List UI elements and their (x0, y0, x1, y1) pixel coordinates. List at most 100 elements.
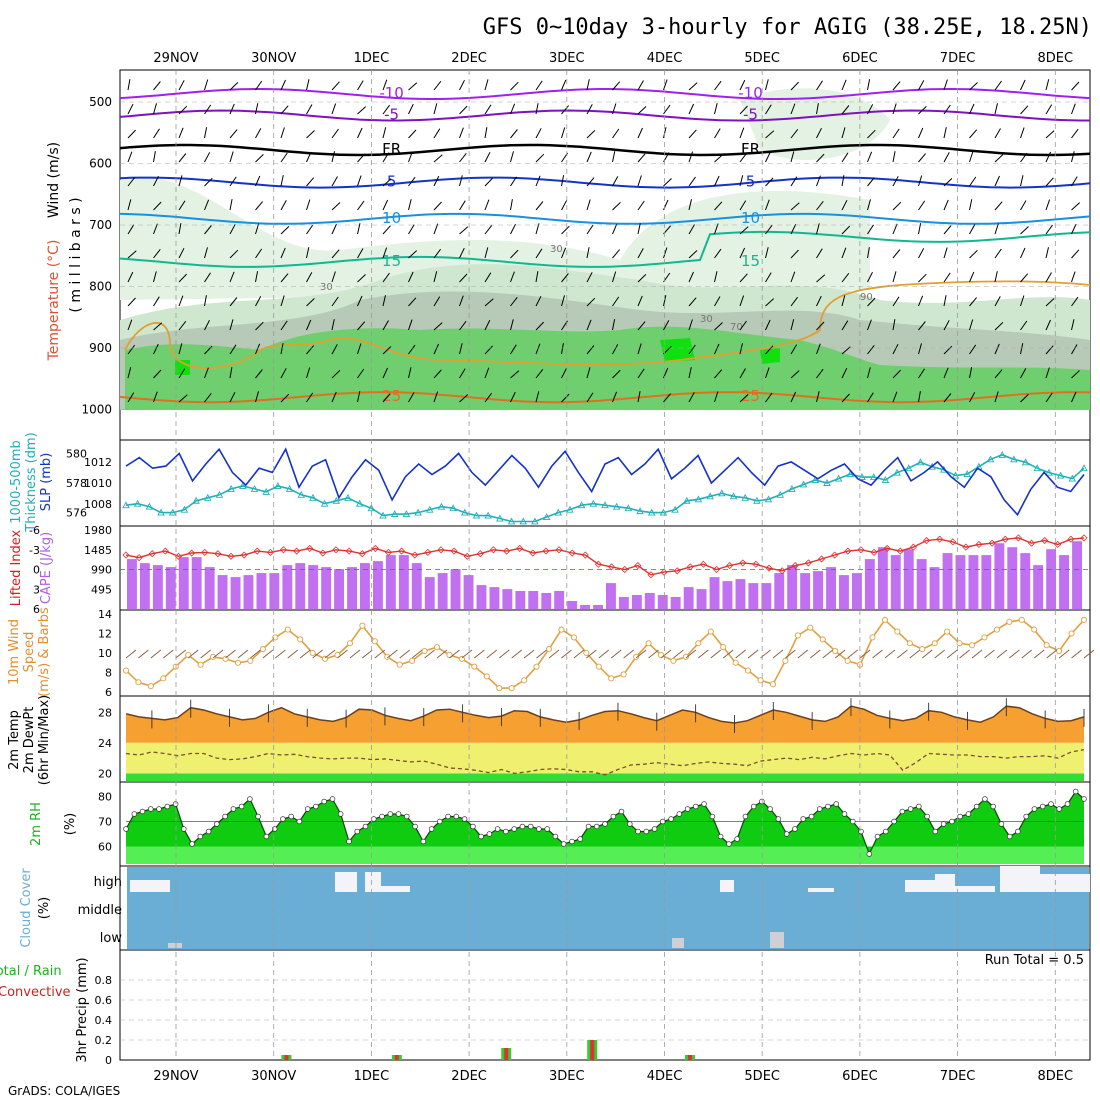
temperature-axis-label-text: Temperature (°C) (46, 240, 62, 362)
wind-barb (765, 247, 769, 259)
wind-barb (663, 393, 671, 403)
wind-tick-label: 6 (105, 686, 112, 699)
rh2m-unit-label-text: (%) (63, 813, 78, 836)
rh-point (437, 818, 443, 825)
cloud-block (365, 872, 381, 892)
wind-barb (484, 79, 489, 91)
wind-speed-point (533, 663, 540, 670)
thickness-point (355, 499, 364, 507)
cloud-unit-label-text: (%) (37, 897, 52, 920)
cape-bar (139, 563, 150, 609)
bottom-date-label: 5DEC (744, 1069, 780, 1084)
wind-barb (204, 79, 209, 91)
cloud-block (955, 886, 995, 892)
thickness-point (484, 511, 492, 519)
wind-speed-point (682, 653, 689, 660)
wind-barb (816, 103, 819, 115)
thickness-tick-label: 576 (66, 507, 87, 520)
precip-tick-label: 0.2 (95, 1034, 113, 1047)
wind-barb (204, 319, 210, 331)
wind-barb (484, 104, 492, 115)
wind-barb (127, 367, 132, 379)
wind-barb (178, 320, 187, 331)
wind-barb (892, 271, 897, 283)
wind-barb (969, 319, 974, 331)
rh-point (181, 826, 187, 832)
wind-barb (994, 248, 1002, 259)
top-date-axis: 29NOV 30NOV 1DEC 2DEC 3DEC 4DEC 5DEC 6DEC 7DEC 8D… (153, 51, 1073, 66)
wind-barb (408, 199, 412, 211)
wind-barb (739, 295, 745, 307)
wind-barb (229, 129, 238, 139)
wind-barb (433, 322, 443, 331)
thickness-point (204, 493, 212, 501)
rh-point (792, 826, 798, 832)
wind-barb (484, 345, 493, 355)
wind-barb (994, 271, 998, 283)
wind-barb (663, 127, 667, 139)
wind-barb (178, 175, 183, 187)
rh-point (973, 803, 980, 810)
thickness-axis-label-text: 1000-500mb (9, 440, 24, 524)
rh-tick-label: 80 (98, 791, 112, 804)
wind-barb (1020, 105, 1029, 115)
wind-barb (561, 105, 569, 115)
wind-barb (714, 80, 722, 91)
rh-point (808, 813, 815, 820)
isotherm-label: 15 (382, 252, 401, 270)
wind-barb (688, 103, 695, 115)
wind-barb (408, 392, 415, 403)
cape-bar (398, 555, 409, 609)
wind-barb (612, 296, 620, 307)
wind-barb (255, 128, 262, 139)
precip-conv-bar (394, 1055, 399, 1060)
wind-barb (790, 81, 799, 91)
wind-barb (1045, 224, 1053, 235)
rh-contour-label: 30 (320, 282, 333, 293)
rh-point (783, 831, 790, 837)
cape-bar (308, 565, 319, 609)
slp-axis-label-text: SLP (mb) (39, 453, 54, 512)
wind-barb (637, 200, 645, 211)
wind-barb (357, 321, 366, 331)
surface-wind-barb (474, 649, 485, 659)
cape-bar (191, 557, 202, 609)
slp-axis-label: SLP (mb) (39, 453, 54, 512)
wind-barb (612, 128, 620, 139)
wind-speed-point (421, 648, 428, 655)
wind-barb (127, 103, 134, 115)
rh-point (618, 808, 625, 815)
wind-barb (127, 176, 136, 187)
wind-barb (255, 343, 261, 355)
surface-wind-barb (386, 649, 398, 659)
cape-bar (839, 575, 849, 609)
wind-barb (612, 151, 616, 163)
wind-barb (510, 319, 514, 331)
cape-bar (903, 549, 914, 609)
thickness-point (904, 464, 913, 472)
precip-tick-label: 0.4 (95, 1014, 113, 1027)
rh-point (924, 813, 930, 820)
wind-barb (229, 103, 235, 115)
wind-barb (790, 296, 798, 307)
wind-barb (688, 297, 697, 307)
surface-wind-barb (250, 649, 261, 659)
li-point (411, 551, 419, 559)
wind-barb (331, 202, 341, 211)
wind-speed-point (757, 677, 764, 684)
rh-point (148, 806, 154, 812)
wind-speed-point (993, 626, 1000, 633)
cloud-block (935, 874, 955, 892)
thickness-tick-label: 580 (66, 447, 87, 460)
wind-barb (918, 321, 926, 331)
li-point (214, 550, 222, 558)
wind-barb (280, 273, 289, 283)
wind-barb (382, 152, 390, 163)
rh-point (858, 828, 864, 835)
wind-barb (331, 151, 335, 163)
wind-barb (867, 271, 873, 283)
surface-wind-barb (237, 649, 249, 659)
cape-bar (696, 589, 707, 609)
rh-point (593, 823, 600, 830)
wind-barb (816, 80, 823, 91)
